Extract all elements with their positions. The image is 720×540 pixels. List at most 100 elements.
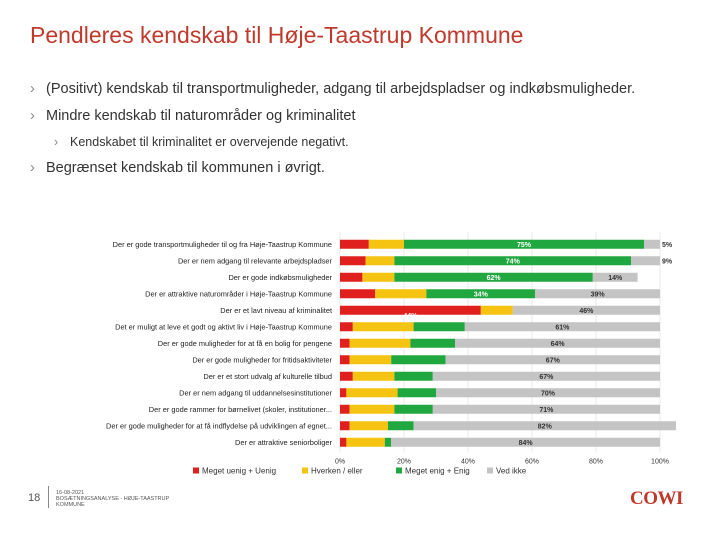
bar-segment xyxy=(340,239,369,249)
bar-segment xyxy=(464,322,660,332)
sub-bullet-text: Kendskabet til kriminalitet er overvejen… xyxy=(70,135,349,149)
category-label: Der er gode muligheder for at få indflyd… xyxy=(106,421,332,430)
bar-segment xyxy=(349,421,388,431)
bar-segment xyxy=(346,388,398,398)
bar-segment xyxy=(340,371,353,381)
bullet-text: Mindre kendskab til naturområder og krim… xyxy=(46,108,356,124)
bar-segment xyxy=(340,305,481,315)
bar-segment xyxy=(394,371,433,381)
chevron-right-icon: › xyxy=(30,160,35,176)
cowi-logo: COWI xyxy=(630,488,683,509)
category-label: Der er nem adgang til relevante arbejdsp… xyxy=(178,256,333,265)
bar-segment xyxy=(365,256,395,266)
data-label: 75% xyxy=(517,242,532,249)
footer-project: BOSÆTNINGSANALYSE - HØJE-TAASTRUP xyxy=(56,496,170,502)
legend-swatch xyxy=(193,467,199,474)
bar-segment xyxy=(368,239,404,249)
bar-segment xyxy=(394,404,433,414)
bullet-list: › (Positivt) kendskab til transportmulig… xyxy=(30,80,670,186)
bar-segment xyxy=(391,437,660,447)
category-label: Der er nem adgang til uddannelsesinstitu… xyxy=(179,388,332,397)
bar-segment xyxy=(436,388,660,398)
bar-segment xyxy=(349,338,411,348)
legend-label: Ved ikke xyxy=(496,467,527,476)
category-label: Der er et stort udvalg af kulturelle til… xyxy=(203,372,332,381)
bar-segment xyxy=(455,338,660,348)
x-tick-label: 40% xyxy=(461,459,475,466)
data-label: 70% xyxy=(541,390,556,397)
bullet-item: › Mindre kendskab til naturområder og kr… xyxy=(30,107,670,126)
sub-bullet-item: › Kendskabet til kriminalitet er overvej… xyxy=(54,134,670,151)
bar-segment xyxy=(384,437,392,447)
bar-segment xyxy=(340,338,350,348)
category-label: Der er attraktive seniorboliger xyxy=(235,438,332,447)
bar-segment xyxy=(340,322,353,332)
data-label: 74% xyxy=(506,258,521,265)
footer-divider xyxy=(48,486,49,508)
category-label: Det er muligt at leve et godt og aktivt … xyxy=(115,322,332,331)
bullet-item: › Begrænset kendskab til kommunen i øvri… xyxy=(30,159,670,178)
legend-label: Hverken / eller xyxy=(311,467,363,476)
category-label: Der er gode rammer for børnelivet (skole… xyxy=(149,405,332,414)
data-label: 39% xyxy=(591,291,606,298)
bar-segment xyxy=(340,355,350,365)
legend-label: Meget enig + Enig xyxy=(405,467,470,476)
slide-title: Pendleres kendskab til Høje-Taastrup Kom… xyxy=(30,22,524,48)
bar-segment xyxy=(352,371,395,381)
bar-segment xyxy=(340,388,347,398)
legend-swatch xyxy=(487,467,493,474)
bar-segment xyxy=(340,421,350,431)
bar-segment xyxy=(432,404,660,414)
bar-segment xyxy=(592,272,638,282)
bullet-text: Begrænset kendskab til kommunen i øvrigt… xyxy=(46,160,325,176)
bar-segment xyxy=(404,239,644,249)
bar-segment xyxy=(631,256,660,266)
chevron-right-icon: › xyxy=(30,108,35,124)
bar-segment xyxy=(340,289,376,299)
bar-segment xyxy=(340,404,350,414)
category-label: Der er gode indkøbsmuligheder xyxy=(228,273,332,282)
legend-swatch xyxy=(302,467,308,474)
bar-segment xyxy=(340,437,347,447)
legend-swatch xyxy=(396,467,402,474)
bar-segment xyxy=(340,256,366,266)
data-label: 84% xyxy=(519,440,534,447)
bar-segment xyxy=(391,355,446,365)
x-tick-label: 100% xyxy=(651,459,669,466)
data-label: 46% xyxy=(579,308,594,315)
bar-segment xyxy=(413,322,465,332)
data-label: 67% xyxy=(546,357,561,364)
category-label: Der er attraktive naturområder i Høje-Ta… xyxy=(145,289,332,298)
bullet-item: › (Positivt) kendskab til transportmulig… xyxy=(30,80,670,99)
chevron-right-icon: › xyxy=(30,81,35,97)
bar-segment xyxy=(397,388,436,398)
bar-segment xyxy=(349,404,395,414)
bar-segment xyxy=(535,289,660,299)
bar-segment xyxy=(362,272,395,282)
footer-text: 16-08-2021 BOSÆTNINGSANALYSE - HØJE-TAAS… xyxy=(56,490,169,508)
category-label: Der er gode muligheder for fritidsaktivi… xyxy=(192,355,332,364)
bar-segment xyxy=(346,437,385,447)
bar-segment xyxy=(394,256,632,266)
bar-segment xyxy=(644,239,660,249)
x-tick-label: 60% xyxy=(525,459,539,466)
x-tick-label: 80% xyxy=(589,459,603,466)
data-label: 61% xyxy=(555,324,570,331)
data-label: 9% xyxy=(662,258,673,265)
bar-segment xyxy=(445,355,660,365)
footer-date: 16-08-2021 xyxy=(56,490,85,496)
bar-segment xyxy=(432,371,660,381)
x-tick-label: 0% xyxy=(335,459,345,466)
x-tick-label: 20% xyxy=(397,459,411,466)
bar-segment xyxy=(480,305,513,315)
data-label: 62% xyxy=(487,275,502,282)
data-label: 71% xyxy=(539,407,554,414)
chevron-right-icon: › xyxy=(54,135,59,149)
bullet-text: (Positivt) kendskab til transportmulighe… xyxy=(46,81,636,97)
category-label: Der er gode muligheder for at få en boli… xyxy=(158,339,332,348)
bar-segment xyxy=(426,289,536,299)
page-number: 18 xyxy=(28,492,41,504)
data-label: 5% xyxy=(662,242,673,249)
data-label: 34% xyxy=(474,291,489,298)
